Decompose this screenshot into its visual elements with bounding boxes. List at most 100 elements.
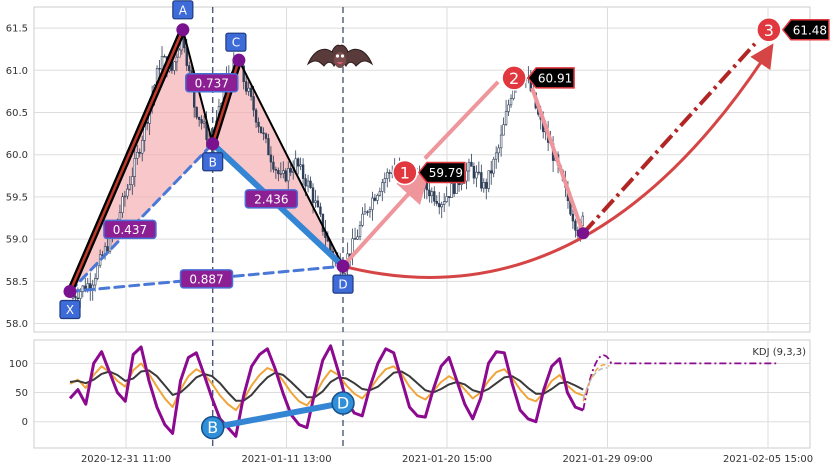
ratio-label: 0.737: [195, 76, 229, 90]
x-tick-label: 2021-01-29 09:00: [562, 454, 652, 465]
candle-body: [430, 191, 434, 197]
candle-body: [368, 209, 372, 213]
candle-body: [123, 195, 127, 198]
pattern-labels: X A B C D 0.737 0.437 2.436 0.887: [59, 0, 354, 320]
target-3-value: 61.48: [793, 23, 827, 37]
xa-leg-inner: [68, 28, 185, 293]
kdj-projection-d: [582, 367, 608, 399]
kdj-panel-frame: [33, 339, 811, 449]
candle-body: [353, 238, 357, 240]
price-y-ticks: 58.0 58.5 59.0 59.5 60.0 60.5 61.0 61.5: [6, 24, 28, 330]
kdj-y-tick-label: 0: [22, 417, 28, 428]
candle-body: [96, 264, 99, 279]
point-c-marker: [232, 53, 246, 67]
kdj-d-circle: [331, 391, 355, 415]
candle-body: [442, 201, 446, 205]
candle-body: [257, 121, 260, 128]
candle-body: [106, 246, 109, 252]
candle-body: [487, 170, 490, 189]
ratio-label: 2.436: [254, 192, 288, 206]
kdj-projection-j: [582, 354, 777, 411]
kdj-j-line: [68, 344, 584, 438]
candle-body: [373, 197, 377, 201]
candle-body: [306, 180, 310, 187]
candle-body: [319, 206, 322, 215]
ratio-box: [244, 189, 299, 209]
harmonic-pattern: [66, 26, 346, 295]
candle-body: [279, 173, 283, 175]
candle-body: [314, 200, 317, 203]
candle-body: [366, 211, 369, 213]
candle-body: [173, 61, 176, 71]
candle-body: [292, 170, 295, 173]
x-tick-label: 2021-01-11 13:00: [241, 454, 331, 465]
kdj-k-line: [69, 362, 584, 412]
price-y-tick-label: 59.5: [6, 192, 28, 203]
candle-body: [428, 189, 431, 197]
candle-body: [269, 154, 273, 163]
candle-body: [163, 56, 166, 58]
candle-body: [242, 65, 245, 83]
candle-body: [158, 68, 161, 70]
point-b-box: [202, 152, 224, 172]
target-2-value: 60.91: [538, 71, 572, 85]
candle-body: [289, 168, 292, 173]
line-low-to-target-3: [581, 42, 757, 235]
arrow-to-target-1: [341, 170, 430, 268]
candle-body: [79, 291, 82, 299]
kdj-y-ticks: 0 50 100: [9, 359, 28, 428]
candle-body: [494, 152, 498, 160]
curved-arrow-to-target-3: [342, 43, 774, 279]
x-ticks: 2020-12-31 11:00 2021-01-11 13:00 2021-01-…: [81, 454, 813, 465]
candle-body: [296, 158, 300, 167]
candle-body: [126, 188, 129, 197]
line-target-2-to-low: [530, 87, 586, 234]
candle-body: [247, 87, 250, 92]
kdj-y-tick-label: 50: [15, 388, 28, 399]
kdj-legend: KDJ (9,3,3): [752, 347, 806, 358]
point-c-box: [225, 32, 247, 52]
price-y-tick-label: 58.0: [6, 319, 28, 330]
bat-icon: [306, 44, 374, 68]
candle-body: [356, 236, 359, 240]
candle-body: [254, 109, 258, 123]
candle-body: [262, 132, 265, 135]
target-1-number: 1: [400, 163, 410, 182]
ratio-box: [103, 219, 157, 240]
candle-body: [378, 191, 382, 196]
kdj-d-label: D: [337, 394, 349, 413]
candle-body: [200, 119, 203, 124]
candle-body: [452, 183, 456, 194]
candle-body: [445, 196, 448, 203]
candle-body: [363, 211, 367, 215]
candle-body: [178, 49, 181, 58]
candle-body: [492, 158, 495, 174]
price-y-tick-label: 61.0: [6, 66, 28, 77]
ratio-box: [185, 73, 239, 93]
x-tick-label: 2021-02-05 15:00: [723, 454, 813, 465]
candle-body: [274, 169, 278, 171]
candle-body: [581, 215, 585, 226]
candle-body: [440, 204, 443, 208]
candle-body: [480, 172, 483, 189]
target-3-value-box: [781, 19, 830, 41]
point-d-marker: [336, 259, 350, 273]
point-x-box: [59, 299, 81, 320]
bcd-fill: [212, 60, 343, 267]
ratio-label: 0.437: [113, 223, 147, 237]
candle-body: [141, 140, 144, 154]
candle-body: [76, 297, 80, 300]
ratio-box: [179, 269, 234, 289]
candle-body: [202, 121, 206, 124]
point-d-box: [332, 274, 354, 294]
target-1-value-box: [417, 161, 466, 184]
cd-leg: [237, 59, 344, 268]
candle-body: [175, 56, 179, 63]
candle-body: [304, 178, 307, 187]
candle-body: [272, 161, 275, 170]
candle-body: [418, 174, 421, 178]
candle-body: [574, 220, 577, 231]
candle-body: [472, 166, 476, 179]
candle-body: [383, 178, 386, 183]
target-3-circle: [756, 17, 782, 43]
